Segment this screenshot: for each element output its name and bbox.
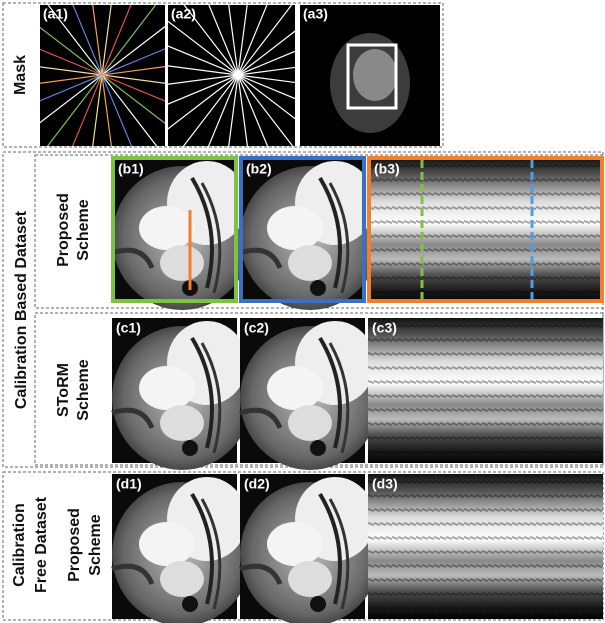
figure: Mask (a1) (a2) (a3) Calibration Based Da… bbox=[0, 0, 605, 623]
image bbox=[240, 158, 380, 310]
mask-image bbox=[300, 5, 440, 146]
row-label: Scheme bbox=[87, 514, 104, 575]
image bbox=[368, 158, 603, 303]
row-label: Scheme bbox=[75, 199, 92, 260]
panel-label: (d2) bbox=[244, 475, 270, 491]
image bbox=[368, 474, 603, 619]
panel-label: (d3) bbox=[372, 475, 398, 491]
panel-label: (d1) bbox=[116, 475, 142, 491]
panel-label: (c3) bbox=[372, 319, 397, 335]
image bbox=[368, 318, 603, 463]
group-label: Free Dataset bbox=[33, 496, 50, 593]
group-label: Calibration Based Dataset bbox=[13, 210, 30, 409]
row-label: Proposed bbox=[55, 193, 72, 267]
image bbox=[112, 318, 252, 470]
panel-label: (c1) bbox=[116, 319, 141, 335]
panel-label: (a3) bbox=[303, 5, 328, 21]
panel-label: (b1) bbox=[118, 160, 144, 176]
row-label: Proposed bbox=[66, 508, 83, 582]
row-label: Mask bbox=[12, 55, 29, 95]
row-label: SToRM bbox=[55, 363, 72, 417]
image bbox=[112, 158, 252, 310]
panel-label: (a1) bbox=[43, 5, 68, 21]
panel-label: (c2) bbox=[244, 319, 269, 335]
panel-label: (a2) bbox=[171, 5, 196, 21]
panel-label: (b3) bbox=[374, 160, 400, 176]
image bbox=[240, 474, 380, 623]
image bbox=[240, 318, 380, 470]
image bbox=[112, 474, 252, 623]
panel-label: (b2) bbox=[246, 160, 272, 176]
row-label: Scheme bbox=[75, 359, 92, 420]
group-label: Calibration bbox=[11, 503, 28, 587]
